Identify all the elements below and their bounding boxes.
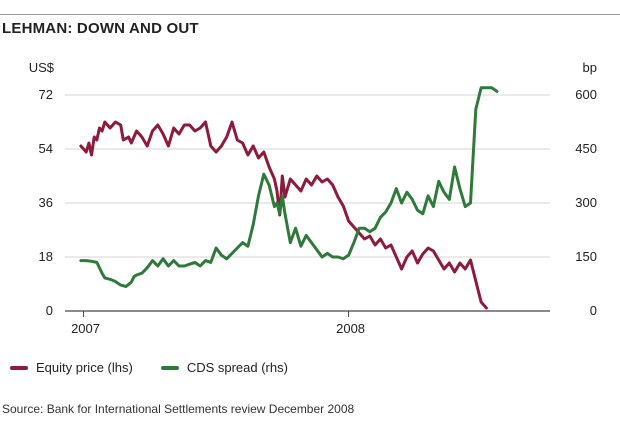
y-right-tick-label: 150 <box>575 249 597 264</box>
y-right-tick-label: 450 <box>575 141 597 156</box>
x-tick-label: 2008 <box>336 321 365 336</box>
y-right-tick-label: 600 <box>575 87 597 102</box>
x-tick-label: 2007 <box>71 321 100 336</box>
equity-price-line <box>79 120 488 310</box>
chart-title: LEHMAN: DOWN AND OUT <box>2 20 199 37</box>
y-left-tick-label: 36 <box>39 195 53 210</box>
legend-label-equity: Equity price (lhs) <box>36 360 133 375</box>
legend-swatch-equity <box>10 365 28 370</box>
grid-lines <box>65 94 550 312</box>
y-left-tick-label: 72 <box>39 87 53 102</box>
source-note: Source: Bank for International Settlemen… <box>2 402 355 416</box>
top-rule <box>0 14 620 15</box>
y-left-tick-label: 0 <box>46 303 53 318</box>
y-right-tick-label: 300 <box>575 195 597 210</box>
y-left-tick-label: 54 <box>39 141 53 156</box>
y-left-unit-label: US$ <box>29 60 55 75</box>
legend-item-equity: Equity price (lhs) <box>10 360 133 375</box>
y-right-unit-label: bp <box>583 60 597 75</box>
series-lines <box>79 86 499 310</box>
cds-spread-line <box>79 86 499 288</box>
legend-label-cds: CDS spread (rhs) <box>186 360 288 375</box>
legend-item-cds: CDS spread (rhs) <box>160 360 288 375</box>
chart-area: 0 18 36 54 72 0 150 300 450 600 US$ bp 2007 2008 <box>29 60 597 336</box>
legend-swatch-cds <box>160 365 179 370</box>
y-left-tick-label: 18 <box>39 249 53 264</box>
axes: 0 18 36 54 72 0 150 300 450 600 US$ bp 2007 2008 <box>29 60 597 336</box>
legend: Equity price (lhs) CDS spread (rhs) <box>10 360 316 375</box>
y-right-tick-label: 0 <box>590 303 597 318</box>
